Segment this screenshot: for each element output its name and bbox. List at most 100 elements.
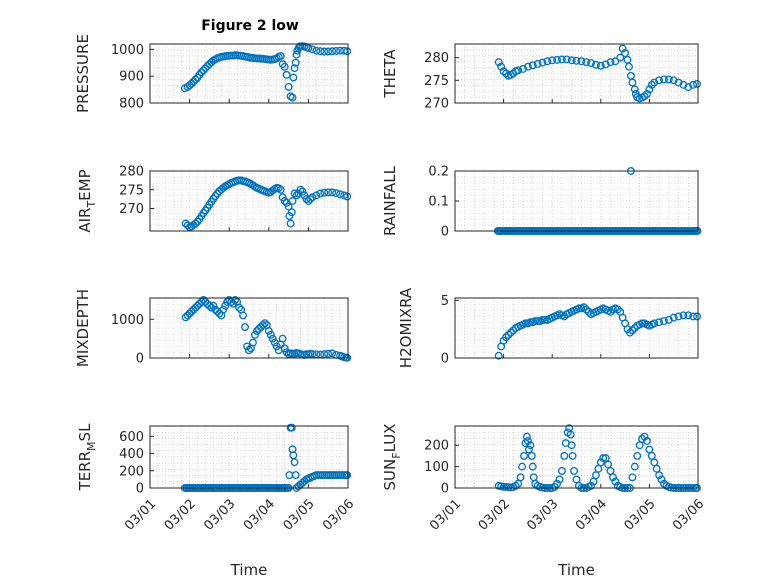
y-axis-label: H2OMIXRA (397, 287, 415, 368)
y-axis-label-main: MIXDEPTH (74, 289, 92, 367)
data-point (209, 56, 218, 65)
data-point (494, 351, 503, 360)
data-point (332, 189, 341, 198)
data-point (213, 189, 222, 198)
data-point (191, 219, 200, 228)
data-point (502, 69, 510, 78)
data-point (527, 451, 536, 460)
data-point (187, 79, 196, 88)
data-series (180, 42, 352, 102)
data-point (239, 311, 248, 320)
y-axis-label: RAINFALL (381, 165, 399, 236)
axes-border (454, 170, 699, 232)
data-point (296, 185, 305, 194)
data-point (276, 185, 285, 194)
data-point (324, 47, 333, 56)
data-point (693, 79, 701, 88)
data-point (316, 47, 325, 56)
data-point (518, 462, 527, 471)
data-point (292, 191, 301, 200)
data-point (241, 323, 249, 331)
data-series (494, 303, 701, 360)
y-tick-label: 0.2 (428, 165, 449, 180)
data-point (306, 195, 315, 204)
data-point (521, 319, 530, 328)
data-point (628, 473, 637, 482)
data-point (304, 44, 313, 52)
data-point (320, 47, 329, 56)
data-point (540, 315, 549, 324)
data-point (343, 471, 352, 480)
data-point (506, 328, 515, 337)
data-point (655, 318, 664, 327)
data-point (278, 334, 287, 343)
data-point (522, 432, 531, 441)
y-axis-label-sub: F (390, 452, 403, 458)
data-point (343, 47, 352, 56)
data-point (300, 477, 309, 486)
data-point (320, 350, 329, 359)
data-point (689, 312, 698, 321)
data-point (516, 473, 525, 482)
data-point (189, 77, 198, 86)
data-point (205, 301, 214, 310)
data-point (497, 62, 506, 71)
y-tick-label: 1000 (111, 43, 144, 58)
subplot-mixdepth: 0 1000 MIXDEPTH (74, 289, 352, 367)
data-point (328, 47, 337, 56)
data-point (260, 319, 269, 328)
data-point (286, 219, 295, 228)
data-point (621, 49, 630, 58)
y-axis-label-main: RAINFALL (381, 165, 399, 236)
data-point (280, 197, 289, 205)
y-tick-label: 200 (119, 464, 144, 479)
data-point (567, 56, 576, 65)
data-point (674, 312, 683, 321)
data-point (638, 434, 647, 443)
data-point (640, 432, 649, 441)
data-point (553, 479, 562, 488)
y-tick-label: 0 (441, 352, 449, 367)
y-tick-label: 5 (441, 294, 449, 309)
data-point (526, 441, 535, 450)
data-point (611, 57, 620, 66)
data-point (519, 65, 527, 73)
data-point (197, 68, 206, 77)
data-point (630, 462, 639, 471)
data-point (596, 61, 605, 70)
y-tick-label: 800 (119, 97, 144, 112)
data-point (221, 301, 230, 310)
data-series (494, 44, 701, 103)
data-point (291, 58, 300, 67)
data-point (664, 75, 673, 84)
axes-border (454, 43, 699, 104)
y-axis-label-tail: EMP (76, 169, 94, 200)
data-point (601, 60, 610, 69)
data-point (572, 56, 581, 65)
y-tick-label: 0 (136, 352, 144, 367)
data-point (336, 190, 345, 199)
data-point (207, 303, 216, 312)
data-point (286, 92, 295, 101)
data-point (577, 57, 586, 66)
data-point (596, 458, 605, 467)
data-point (594, 464, 603, 473)
data-point (316, 189, 325, 198)
y-axis-label: MIXDEPTH (74, 289, 92, 367)
data-point (684, 311, 693, 320)
data-point (669, 313, 678, 322)
data-point (276, 52, 285, 61)
y-tick-label: 900 (119, 70, 144, 85)
data-point (243, 342, 251, 351)
data-point (291, 471, 300, 480)
data-point (514, 66, 523, 75)
data-point (674, 78, 683, 87)
data-point (324, 188, 333, 197)
data-point (538, 315, 547, 324)
data-point (494, 58, 503, 67)
data-point (568, 451, 577, 460)
data-point (280, 62, 289, 71)
data-point (191, 75, 200, 84)
data-point (560, 451, 569, 460)
data-point (531, 317, 540, 326)
